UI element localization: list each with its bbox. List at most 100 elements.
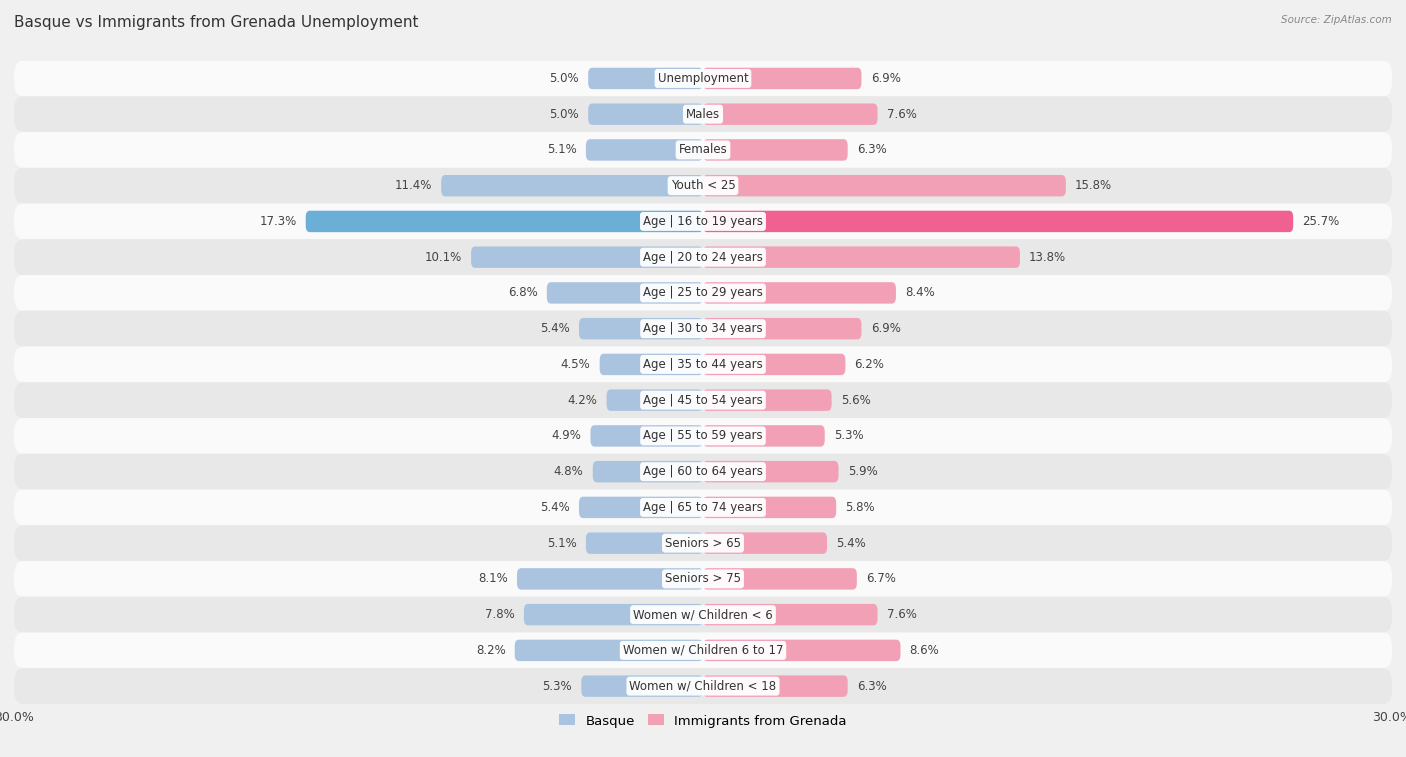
FancyBboxPatch shape (599, 354, 703, 375)
Text: 15.8%: 15.8% (1076, 179, 1112, 192)
Text: 6.8%: 6.8% (508, 286, 537, 300)
FancyBboxPatch shape (703, 104, 877, 125)
Text: Age | 20 to 24 years: Age | 20 to 24 years (643, 251, 763, 263)
Text: 13.8%: 13.8% (1029, 251, 1066, 263)
Text: Unemployment: Unemployment (658, 72, 748, 85)
FancyBboxPatch shape (703, 318, 862, 339)
Text: 4.8%: 4.8% (554, 465, 583, 478)
FancyBboxPatch shape (305, 210, 703, 232)
FancyBboxPatch shape (14, 204, 1392, 239)
FancyBboxPatch shape (703, 461, 838, 482)
Text: Age | 16 to 19 years: Age | 16 to 19 years (643, 215, 763, 228)
FancyBboxPatch shape (515, 640, 703, 661)
Text: 11.4%: 11.4% (395, 179, 432, 192)
Text: 8.2%: 8.2% (475, 644, 506, 657)
Text: 5.1%: 5.1% (547, 143, 576, 157)
FancyBboxPatch shape (703, 569, 856, 590)
Text: 6.9%: 6.9% (870, 322, 900, 335)
FancyBboxPatch shape (14, 418, 1392, 453)
Text: 4.5%: 4.5% (561, 358, 591, 371)
FancyBboxPatch shape (579, 497, 703, 518)
FancyBboxPatch shape (703, 67, 862, 89)
FancyBboxPatch shape (517, 569, 703, 590)
FancyBboxPatch shape (471, 247, 703, 268)
Text: Age | 55 to 59 years: Age | 55 to 59 years (643, 429, 763, 442)
Text: 5.8%: 5.8% (845, 501, 875, 514)
Text: 4.2%: 4.2% (568, 394, 598, 407)
Text: Women w/ Children < 6: Women w/ Children < 6 (633, 608, 773, 621)
FancyBboxPatch shape (703, 497, 837, 518)
FancyBboxPatch shape (606, 389, 703, 411)
FancyBboxPatch shape (14, 453, 1392, 490)
Text: 6.2%: 6.2% (855, 358, 884, 371)
FancyBboxPatch shape (14, 668, 1392, 704)
Text: 8.6%: 8.6% (910, 644, 939, 657)
FancyBboxPatch shape (586, 532, 703, 554)
Text: Females: Females (679, 143, 727, 157)
Text: 5.1%: 5.1% (547, 537, 576, 550)
Text: Youth < 25: Youth < 25 (671, 179, 735, 192)
Text: 5.3%: 5.3% (543, 680, 572, 693)
FancyBboxPatch shape (703, 210, 1294, 232)
FancyBboxPatch shape (14, 561, 1392, 597)
FancyBboxPatch shape (588, 104, 703, 125)
Text: Seniors > 75: Seniors > 75 (665, 572, 741, 585)
FancyBboxPatch shape (703, 175, 1066, 196)
FancyBboxPatch shape (14, 382, 1392, 418)
Text: 4.9%: 4.9% (551, 429, 581, 442)
Text: 5.0%: 5.0% (550, 72, 579, 85)
Text: Age | 30 to 34 years: Age | 30 to 34 years (643, 322, 763, 335)
Text: 5.0%: 5.0% (550, 107, 579, 120)
FancyBboxPatch shape (703, 425, 825, 447)
Text: 5.4%: 5.4% (837, 537, 866, 550)
FancyBboxPatch shape (14, 490, 1392, 525)
FancyBboxPatch shape (524, 604, 703, 625)
FancyBboxPatch shape (703, 139, 848, 160)
FancyBboxPatch shape (703, 675, 848, 697)
FancyBboxPatch shape (703, 604, 877, 625)
Text: 5.4%: 5.4% (540, 501, 569, 514)
FancyBboxPatch shape (14, 96, 1392, 132)
Text: Seniors > 65: Seniors > 65 (665, 537, 741, 550)
Text: 7.6%: 7.6% (887, 608, 917, 621)
FancyBboxPatch shape (703, 354, 845, 375)
Text: 5.3%: 5.3% (834, 429, 863, 442)
Text: 5.4%: 5.4% (540, 322, 569, 335)
Text: Source: ZipAtlas.com: Source: ZipAtlas.com (1281, 15, 1392, 25)
FancyBboxPatch shape (14, 525, 1392, 561)
Text: 8.4%: 8.4% (905, 286, 935, 300)
Text: Basque vs Immigrants from Grenada Unemployment: Basque vs Immigrants from Grenada Unempl… (14, 15, 419, 30)
Text: 8.1%: 8.1% (478, 572, 508, 585)
FancyBboxPatch shape (14, 239, 1392, 275)
FancyBboxPatch shape (14, 597, 1392, 633)
FancyBboxPatch shape (14, 275, 1392, 311)
Text: 7.6%: 7.6% (887, 107, 917, 120)
FancyBboxPatch shape (586, 139, 703, 160)
Text: 6.3%: 6.3% (856, 680, 887, 693)
FancyBboxPatch shape (703, 389, 831, 411)
FancyBboxPatch shape (441, 175, 703, 196)
FancyBboxPatch shape (14, 168, 1392, 204)
FancyBboxPatch shape (14, 633, 1392, 668)
FancyBboxPatch shape (14, 132, 1392, 168)
FancyBboxPatch shape (579, 318, 703, 339)
FancyBboxPatch shape (14, 61, 1392, 96)
Text: 7.8%: 7.8% (485, 608, 515, 621)
Text: 5.6%: 5.6% (841, 394, 870, 407)
Text: Women w/ Children < 18: Women w/ Children < 18 (630, 680, 776, 693)
FancyBboxPatch shape (593, 461, 703, 482)
Text: 5.9%: 5.9% (848, 465, 877, 478)
Text: 10.1%: 10.1% (425, 251, 461, 263)
FancyBboxPatch shape (703, 282, 896, 304)
FancyBboxPatch shape (14, 347, 1392, 382)
Text: Women w/ Children 6 to 17: Women w/ Children 6 to 17 (623, 644, 783, 657)
Text: 17.3%: 17.3% (259, 215, 297, 228)
FancyBboxPatch shape (581, 675, 703, 697)
Text: 6.3%: 6.3% (856, 143, 887, 157)
Legend: Basque, Immigrants from Grenada: Basque, Immigrants from Grenada (554, 709, 852, 733)
FancyBboxPatch shape (591, 425, 703, 447)
Text: Age | 45 to 54 years: Age | 45 to 54 years (643, 394, 763, 407)
FancyBboxPatch shape (703, 247, 1019, 268)
FancyBboxPatch shape (703, 532, 827, 554)
Text: Age | 35 to 44 years: Age | 35 to 44 years (643, 358, 763, 371)
